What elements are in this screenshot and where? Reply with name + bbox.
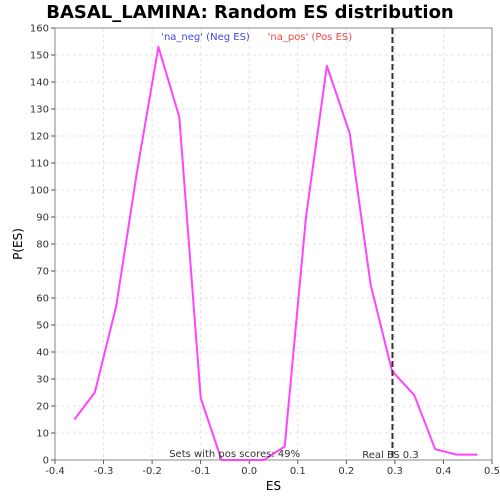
pos-scores-annotation: Sets with pos scores: 49% xyxy=(169,449,300,460)
y-tick-label: 80 xyxy=(36,240,49,251)
x-tick-label: 0.1 xyxy=(290,466,306,477)
x-tick-label: -0.1 xyxy=(191,466,211,477)
y-tick-label: 30 xyxy=(36,375,49,386)
real-es-label: Real ES 0.3 xyxy=(362,450,418,461)
y-tick-label: 50 xyxy=(36,321,49,332)
y-tick-label: 40 xyxy=(36,348,49,359)
y-tick-label: 140 xyxy=(30,78,49,89)
y-tick-label: 70 xyxy=(36,267,49,278)
y-tick-label: 60 xyxy=(36,294,49,305)
grid xyxy=(54,27,493,461)
x-tick-label: -0.3 xyxy=(94,466,114,477)
y-tick-label: 110 xyxy=(30,159,49,170)
y-tick-label: 90 xyxy=(36,213,49,224)
x-tick-label: 0.4 xyxy=(435,466,451,477)
axes: 0 10 20 30 40 50 60 70 80 90 100 110 120 130 140 150 160… xyxy=(30,24,500,478)
y-tick-label: 130 xyxy=(30,105,49,116)
x-tick-label: 0.3 xyxy=(387,466,403,477)
chart-title: BASAL_LAMINA: Random ES distribution xyxy=(46,2,454,23)
y-tick-label: 20 xyxy=(36,402,49,413)
x-tick-label: -0.4 xyxy=(45,466,65,477)
y-tick-label: 120 xyxy=(30,132,49,143)
x-axis-label: ES xyxy=(266,479,281,493)
x-tick-label: 0.2 xyxy=(338,466,354,477)
es-distribution-line xyxy=(73,45,478,461)
x-tick-label: 0.5 xyxy=(484,466,500,477)
series-layer xyxy=(73,45,478,461)
legend-pos-label: 'na_pos' (Pos ES) xyxy=(268,32,353,43)
x-tick-label: 0.0 xyxy=(241,466,257,477)
x-tick-label: -0.2 xyxy=(142,466,162,477)
y-axis-label: P(ES) xyxy=(11,228,25,260)
y-tick-label: 0 xyxy=(43,456,49,467)
legend-neg-label: 'na_neg' (Neg ES) xyxy=(161,32,250,43)
y-tick-label: 10 xyxy=(36,429,49,440)
y-tick-label: 160 xyxy=(30,24,49,35)
y-tick-label: 100 xyxy=(30,186,49,197)
y-tick-label: 150 xyxy=(30,51,49,62)
